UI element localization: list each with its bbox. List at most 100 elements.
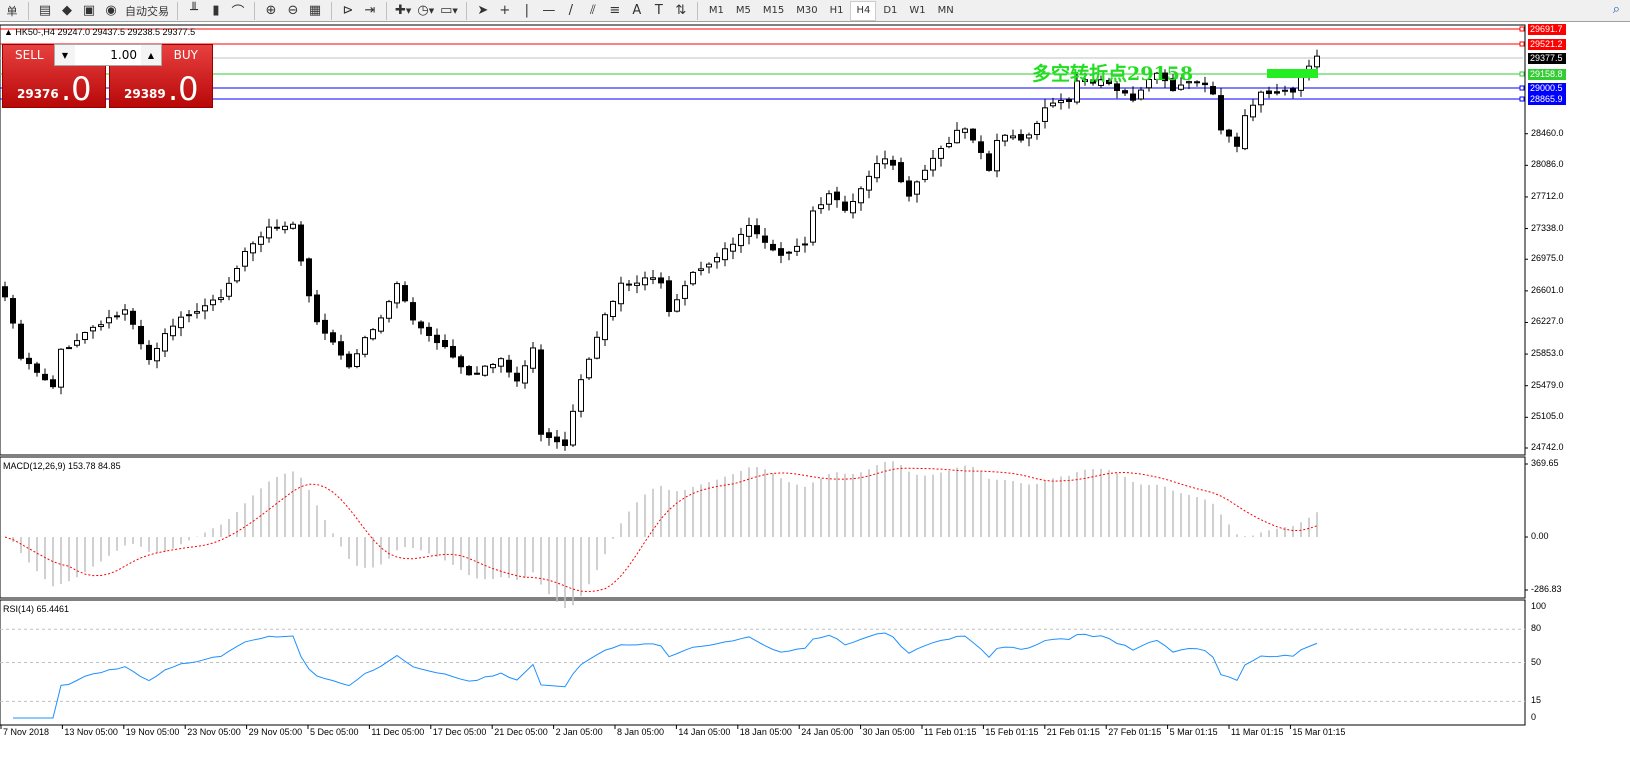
bull-candle [706,263,712,268]
rsi-axis-label: 50 [1531,656,1542,667]
auto-scroll-icon[interactable]: ⊳ [342,3,354,18]
bull-candle [234,268,240,282]
bear-candle [322,319,328,334]
bull-candle [1002,134,1008,142]
vertical-line-icon[interactable]: | [524,3,530,18]
timeframe-h1[interactable]: H1 [829,5,844,16]
timeframe-m30[interactable]: M30 [796,5,818,16]
decrease-lot-icon[interactable]: ▼ [61,50,69,60]
bull-candle [690,271,696,285]
time-axis-label: 7 Nov 2018 [3,727,50,737]
bull-candle [98,324,104,328]
bear-candle [1290,88,1296,93]
cursor-icon[interactable]: ➤ [477,3,489,18]
crosshair-icon[interactable]: + [499,3,511,18]
bear-candle [458,356,464,368]
bear-candle [130,310,136,325]
tile-windows-icon[interactable]: ▦ [308,3,322,18]
bear-candle [402,285,408,302]
bull-candle [698,268,704,271]
arrows-icon[interactable]: ⇅ [675,3,687,18]
timeframe-m5[interactable]: M5 [735,5,751,16]
macd-panel-frame [0,456,1526,599]
time-axis-label: 13 Nov 05:00 [64,727,118,737]
zoom-in-icon[interactable]: ⊕ [265,3,277,18]
bull-candle [874,163,880,179]
bull-candle [946,143,952,148]
bear-candle [506,359,512,373]
price-level-label: 29158.8 [1528,69,1566,80]
signals-icon[interactable]: ▣ [82,3,96,18]
history-icon[interactable]: ◆ [62,3,72,18]
line-chart-icon[interactable]: ⌒ [231,5,245,20]
timeframe-w1[interactable]: W1 [909,5,926,16]
auto-trading-icon[interactable]: ◉ [105,3,117,18]
collapse-icon[interactable]: ▲ [4,27,16,37]
bull-candle [818,204,824,210]
chart-shift-icon[interactable]: ⇥ [364,3,376,18]
price-axis-label: 26975.0 [1531,253,1564,264]
text-label-icon[interactable]: T [654,3,663,18]
fibonacci-icon[interactable]: ≡ [609,3,621,18]
timeframe-m15[interactable]: M15 [762,5,785,16]
bear-candle [538,349,544,435]
indicators-icon[interactable]: ✚ ▾ [395,3,412,18]
lot-size-stepper[interactable]: ▼ 1.00 ▲ [54,44,162,66]
bull-candle [1058,99,1064,104]
chart-area[interactable] [0,23,1630,743]
bar-chart-icon[interactable]: ╨ [190,3,198,18]
bull-candle [1034,122,1040,136]
equidistant-channel-icon[interactable]: ⫽ [589,3,596,18]
timeframe-d1[interactable]: D1 [883,5,898,16]
periods-icon[interactable]: ◷ ▾ [417,3,435,18]
bull-candle [370,329,376,340]
macd-label: MACD(12,26,9) 153.78 84.85 [3,461,121,471]
time-axis-label: 27 Feb 01:15 [1108,727,1162,737]
new-order-icon[interactable]: ▤ [38,3,52,18]
bull-candle [786,251,792,254]
lot-size-input[interactable]: 1.00 [75,45,141,65]
bull-candle [1042,107,1048,122]
price-axis-label: 28460.0 [1531,127,1564,138]
horizontal-line-icon[interactable]: — [542,3,556,18]
time-axis-label: 29 Nov 05:00 [248,727,303,737]
bull-candle [618,282,624,305]
timeframe-m1[interactable]: M1 [708,5,724,16]
time-axis-label: 5 Dec 05:00 [310,727,359,737]
bear-candle [314,294,320,323]
bear-candle [834,191,840,201]
bull-candle [90,326,96,332]
candlestick-icon[interactable]: ▮ [212,3,220,18]
text-icon[interactable]: A [632,3,642,18]
templates-icon[interactable]: ▭ ▾ [440,3,458,18]
level-handle [1519,41,1525,47]
bull-candle [858,188,864,204]
bull-candle [810,210,816,243]
price-level-label: 29377.5 [1528,53,1566,64]
bull-candle [954,129,960,144]
bull-candle [682,285,688,299]
menu-fragment[interactable]: 单 [6,4,18,18]
bull-candle [522,365,528,384]
trendline-icon[interactable]: / [568,3,574,18]
time-axis-label: 14 Jan 05:00 [678,727,731,737]
timeframe-h4[interactable]: H4 [850,0,877,21]
bull-candle [594,336,600,359]
bear-candle [50,379,56,388]
bear-candle [330,332,336,343]
auto-trading-button[interactable]: 自动交易 [125,4,169,18]
timeframe-mn[interactable]: MN [937,5,954,16]
zoom-out-icon[interactable]: ⊖ [287,3,299,18]
bull-candle [242,250,248,267]
bear-candle [26,357,32,365]
search-icon[interactable]: ⌕ [1612,2,1620,17]
level-handle [1519,26,1525,32]
time-axis-label: 15 Mar 01:15 [1292,727,1346,737]
time-axis-label: 11 Mar 01:15 [1231,727,1284,737]
pivot-annotation: 多空转折点29158 [1032,63,1194,85]
increase-lot-icon[interactable]: ▲ [147,50,155,60]
bull-candle [610,300,616,318]
bull-candle [578,379,584,412]
level-handle [1519,96,1525,102]
bull-candle [194,311,200,314]
